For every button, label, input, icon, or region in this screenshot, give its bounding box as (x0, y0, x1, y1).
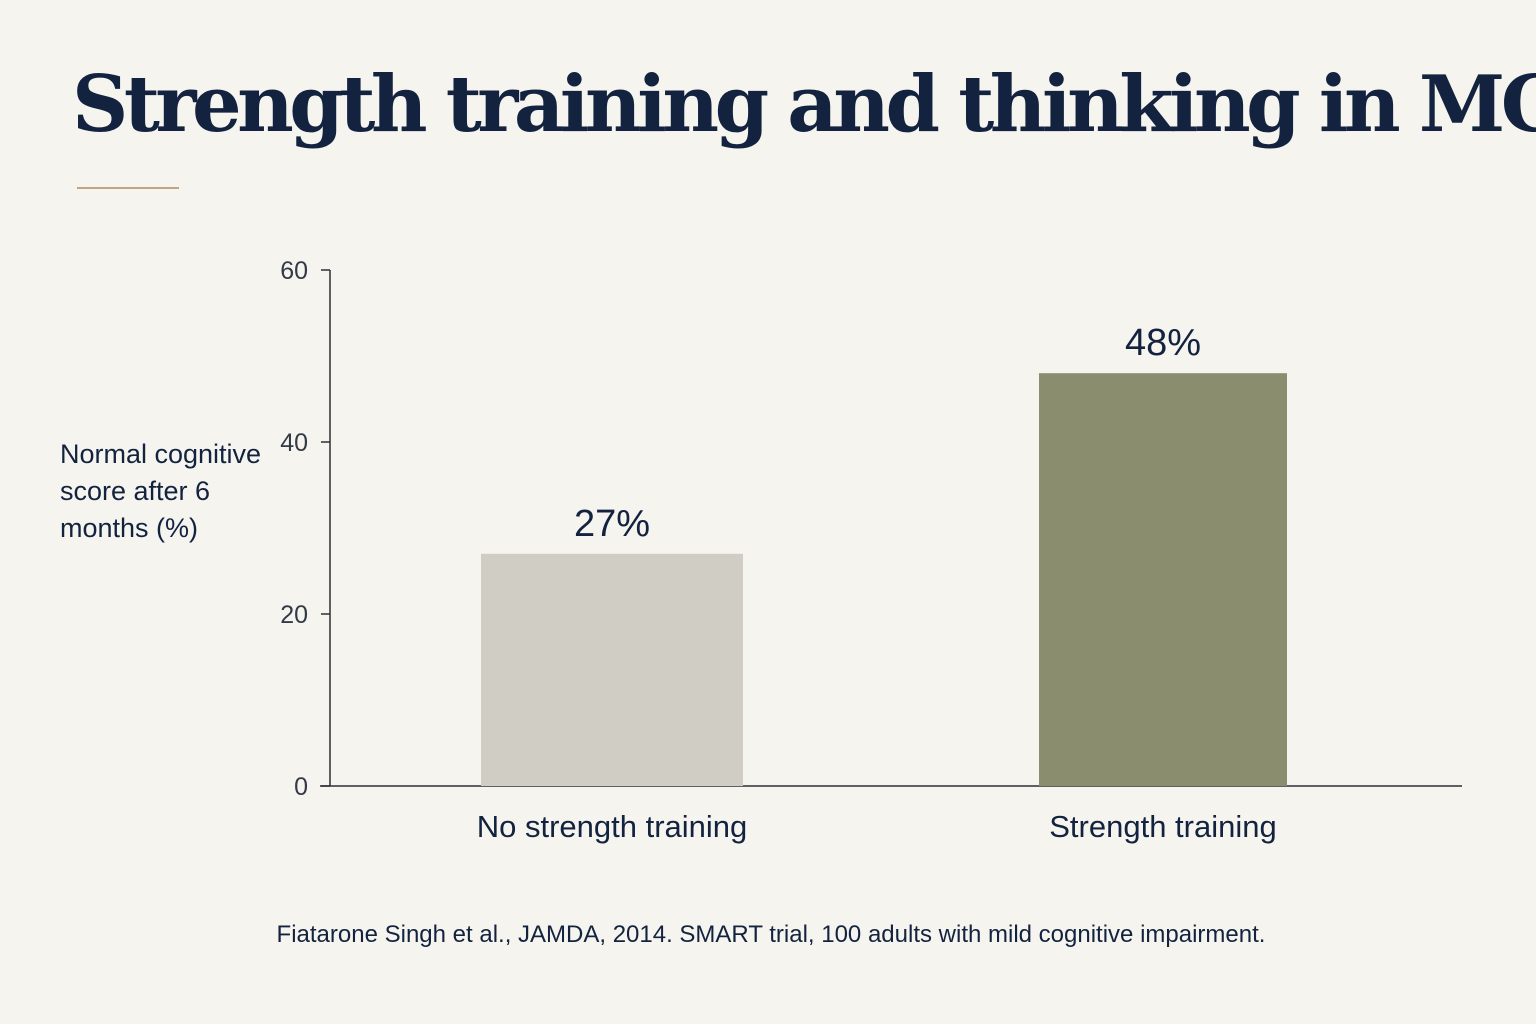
source-citation: Fiatarone Singh et al., JAMDA, 2014. SMA… (276, 921, 1266, 948)
y-axis-label: Normal cognitive score after 6 months (%… (60, 439, 262, 543)
bar-1 (481, 553, 743, 786)
bar-value-label: 48% (1125, 322, 1201, 364)
bar-value-label: 27% (574, 503, 650, 545)
category-label: Strength training (1049, 809, 1276, 844)
y-tick-label: 20 (280, 601, 308, 629)
y-tick-label: 0 (294, 773, 308, 801)
y-tick-label: 60 (280, 257, 308, 285)
chart-title: Strength training and thinking in MCI (72, 59, 1536, 150)
title-underline (77, 187, 179, 189)
bar-2 (1039, 373, 1287, 786)
y-tick-label: 40 (280, 429, 308, 457)
category-label: No strength training (477, 809, 748, 844)
